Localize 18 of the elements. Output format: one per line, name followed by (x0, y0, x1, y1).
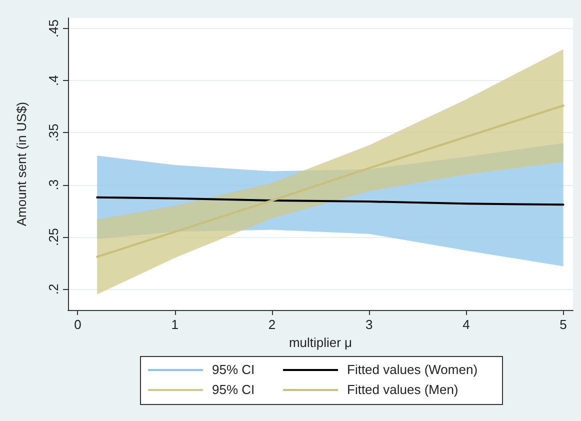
y-tick-label: .35 (46, 124, 61, 142)
x-tick-label: 5 (560, 317, 567, 332)
legend-label: Fitted values (Women) (347, 362, 478, 377)
y-tick-label: .2 (46, 284, 61, 295)
x-tick-label: 4 (462, 317, 470, 332)
y-tick-label: .45 (46, 19, 61, 38)
x-tick-label: 1 (171, 317, 178, 332)
x-tick-label: 0 (74, 317, 82, 332)
y-tick-label: .25 (46, 228, 61, 246)
legend-label: 95% CI (212, 362, 255, 377)
legend-label: 95% CI (212, 382, 255, 397)
x-tick-label: 3 (365, 317, 373, 332)
y-tick-label: .4 (46, 75, 61, 86)
y-tick-label: .3 (46, 179, 61, 190)
legend-label: Fitted values (Men) (347, 382, 458, 397)
y-axis-title: Amount sent (in US$) (14, 102, 29, 226)
x-tick-label: 2 (268, 317, 276, 332)
x-axis-title: multiplier μ (288, 334, 352, 350)
